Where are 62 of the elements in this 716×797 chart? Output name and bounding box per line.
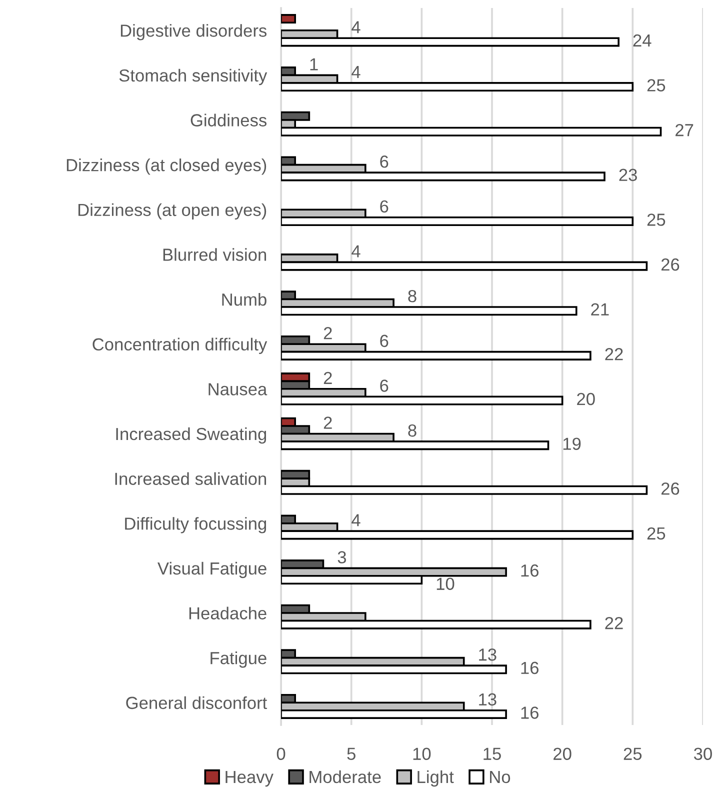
- data-label: 3: [338, 551, 346, 564]
- x-tick-label: 15: [484, 748, 501, 760]
- data-label: 1: [310, 58, 318, 70]
- data-label: 16: [521, 662, 538, 674]
- data-label: 4: [352, 21, 360, 34]
- data-label: 23: [619, 168, 637, 182]
- data-label: 8: [408, 290, 416, 302]
- data-label: 4: [352, 66, 360, 78]
- y-tick-label: Nausea: [208, 383, 268, 396]
- x-tick-label: 0: [276, 748, 286, 760]
- y-tick-label: Dizziness (at open eyes): [78, 203, 266, 220]
- data-label: 27: [676, 124, 694, 136]
- bar: [281, 14, 296, 24]
- data-label: 20: [577, 392, 595, 406]
- x-tick-label: 5: [347, 748, 356, 760]
- y-tick-label: Difficulty focussing: [125, 517, 266, 534]
- data-label: 4: [352, 514, 360, 526]
- data-label: 25: [647, 527, 666, 540]
- legend-label: No: [490, 771, 510, 784]
- y-tick-label: Concentration difficulty: [92, 338, 268, 354]
- data-label: 6: [380, 156, 388, 168]
- legend-label: Moderate: [310, 770, 381, 784]
- y-tick-label: General disconfort: [126, 696, 268, 710]
- data-label: 25: [647, 79, 666, 92]
- data-label: 19: [563, 438, 581, 450]
- x-tick-label: 30: [694, 748, 712, 760]
- data-label: 22: [605, 348, 623, 360]
- data-label: 8: [408, 424, 416, 437]
- y-tick-label: Digestive disorders: [120, 24, 267, 40]
- x-tick-label: 25: [624, 748, 642, 760]
- data-label: 13: [479, 648, 496, 661]
- data-label: 2: [324, 327, 332, 340]
- data-label: 6: [380, 380, 388, 392]
- y-tick-label: Fatigue: [210, 652, 266, 668]
- y-tick-label: Increased salivation: [115, 472, 266, 486]
- y-tick-label: Stomach sensitivity: [119, 68, 268, 86]
- data-label: 2: [324, 416, 332, 429]
- y-tick-label: Giddiness: [190, 114, 267, 126]
- data-label: 6: [380, 200, 388, 213]
- data-label: 21: [591, 303, 609, 316]
- data-label: 26: [661, 482, 680, 495]
- data-label: 10: [436, 578, 454, 590]
- y-tick-label: Headache: [189, 606, 266, 620]
- y-tick-label: Blurred vision: [163, 248, 266, 261]
- data-label: 24: [633, 34, 652, 46]
- data-label: 4: [352, 245, 360, 258]
- data-label: 22: [605, 616, 623, 630]
- legend-label: Heavy: [226, 771, 274, 787]
- data-label: 26: [661, 258, 680, 271]
- data-label: 16: [521, 564, 538, 577]
- data-label: 2: [324, 372, 332, 384]
- y-tick-label: Numb: [222, 292, 266, 306]
- data-label: 25: [647, 214, 666, 226]
- data-label: 6: [380, 334, 388, 348]
- x-tick-label: 20: [554, 748, 572, 760]
- y-tick-label: Visual Fatigue: [158, 562, 266, 578]
- data-label: 16: [521, 706, 538, 719]
- y-tick-label: Dizziness (at closed eyes): [66, 158, 266, 175]
- x-tick-label: 10: [413, 748, 431, 760]
- y-tick-label: Increased Sweating: [116, 427, 266, 444]
- legend-label: Light: [418, 770, 454, 787]
- data-label: 13: [479, 693, 496, 706]
